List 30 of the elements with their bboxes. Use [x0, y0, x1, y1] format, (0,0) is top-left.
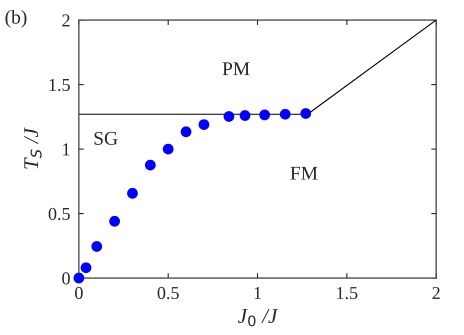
y-axis-title: T$_{S}$ /J [24, 127, 42, 169]
point [240, 110, 250, 121]
y-tick-label: 0 [62, 272, 70, 284]
point [127, 188, 138, 199]
point [300, 108, 312, 119]
annotation: FM [290, 166, 318, 180]
point [74, 272, 84, 284]
x-tick-label: 1 [254, 286, 261, 299]
x-tick-label: 0 [75, 286, 83, 300]
point [259, 110, 270, 120]
x-tick-label: 2 [432, 286, 440, 299]
x-tick-label: 1.5 [337, 286, 358, 300]
chart-title: (b) [5, 10, 26, 28]
x-axis-title: J$_{0}$ /J [238, 309, 278, 326]
point [224, 111, 234, 122]
point [109, 216, 120, 227]
annotation: PM [222, 62, 250, 76]
point [180, 126, 192, 138]
point [198, 119, 210, 130]
point [280, 108, 291, 120]
x-tick-label: 0.5 [158, 286, 179, 300]
y-tick-label: 1 [63, 143, 70, 156]
point [162, 144, 174, 154]
y-tick-label: 0.5 [48, 208, 70, 220]
y-tick-label: 2 [62, 14, 70, 26]
point [91, 241, 102, 252]
point [144, 160, 156, 170]
y-tick-label: 1.5 [50, 78, 70, 92]
point [80, 262, 92, 274]
annotation: SG [94, 132, 118, 145]
